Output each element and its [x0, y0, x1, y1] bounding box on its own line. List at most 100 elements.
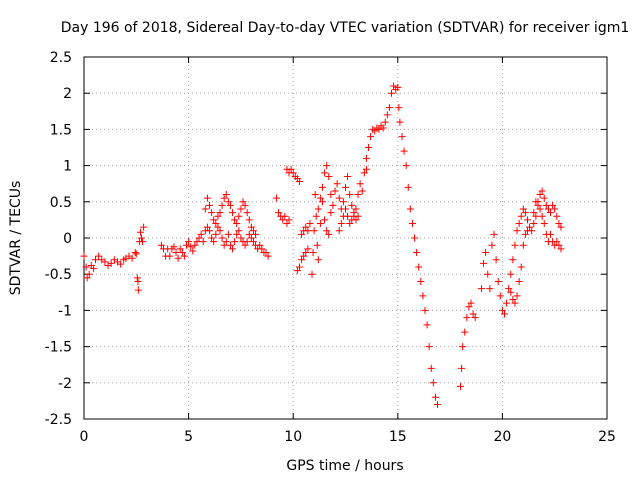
data-point [513, 227, 521, 235]
data-point [406, 205, 414, 213]
data-point [434, 401, 442, 409]
data-point [553, 238, 561, 246]
data-point [308, 270, 316, 278]
data-point [417, 277, 425, 285]
data-point [107, 259, 115, 267]
data-point [521, 209, 529, 217]
y-tick-label: 0 [63, 231, 72, 247]
x-tick-label: 20 [493, 429, 511, 445]
data-point [295, 178, 303, 186]
data-point [216, 209, 224, 217]
data-point [283, 220, 291, 228]
data-point [304, 227, 312, 235]
data-point [89, 264, 97, 272]
data-point [536, 191, 544, 199]
data-point [398, 133, 406, 141]
data-point [229, 209, 237, 217]
data-point [490, 230, 498, 238]
data-point [404, 183, 412, 191]
data-point [346, 191, 354, 199]
data-point [507, 270, 515, 278]
data-point [183, 241, 191, 249]
data-point [557, 223, 565, 231]
data-point [494, 277, 502, 285]
data-point [295, 263, 303, 271]
data-point [484, 270, 492, 278]
data-point [312, 212, 320, 220]
data-point [519, 205, 527, 213]
data-point [553, 212, 561, 220]
data-point [536, 205, 544, 213]
data-point [526, 223, 534, 231]
data-point [189, 247, 197, 255]
data-point [365, 144, 373, 151]
data-point [195, 234, 203, 242]
data-point [140, 223, 148, 231]
data-point [540, 194, 548, 202]
data-point [176, 245, 184, 253]
y-tick-label: -2 [58, 376, 72, 392]
data-point [538, 212, 546, 220]
data-point [262, 248, 270, 256]
data-point [212, 230, 220, 238]
data-point [425, 343, 433, 351]
data-point [138, 234, 146, 242]
data-point [117, 260, 125, 268]
data-point [241, 201, 249, 209]
data-point [511, 299, 519, 307]
data-point [199, 238, 207, 246]
data-point [316, 220, 324, 228]
data-point [421, 306, 429, 314]
data-point [492, 256, 500, 264]
data-point [327, 191, 335, 199]
data-point [235, 227, 243, 235]
data-point [241, 241, 249, 249]
data-point [469, 310, 477, 318]
y-tick-label: 0.5 [50, 195, 72, 211]
data-point [394, 83, 402, 91]
data-point [427, 364, 435, 372]
data-point [85, 270, 93, 278]
data-point [95, 252, 103, 260]
data-point [335, 227, 343, 235]
data-point [500, 310, 508, 318]
data-point [509, 296, 517, 304]
data-point [157, 241, 165, 249]
data-point [515, 277, 523, 285]
data-point [101, 258, 109, 266]
data-point [400, 147, 408, 155]
data-point [335, 194, 343, 202]
data-point [304, 245, 312, 253]
data-point [170, 243, 178, 251]
data-point [314, 256, 322, 264]
data-point [496, 292, 504, 300]
data-point [172, 248, 180, 256]
data-point [375, 125, 383, 133]
data-point [214, 212, 222, 220]
data-point [408, 220, 416, 228]
data-point [226, 241, 234, 249]
data-point [272, 194, 280, 202]
data-point [459, 343, 467, 351]
data-point [350, 209, 358, 217]
data-point [354, 212, 362, 220]
data-point [249, 238, 257, 246]
data-point [203, 223, 211, 231]
data-point [352, 216, 360, 224]
data-point [503, 299, 511, 307]
data-point [287, 165, 295, 173]
data-point [379, 124, 387, 132]
x-tick-label: 0 [80, 429, 89, 445]
data-point [477, 285, 485, 293]
data-point [517, 212, 525, 220]
data-point [206, 227, 214, 235]
data-point [555, 241, 563, 249]
data-point [187, 243, 195, 251]
data-point [465, 303, 473, 311]
data-point [513, 292, 521, 300]
gridlines [84, 57, 607, 419]
data-point [132, 250, 140, 258]
chart-title: Day 196 of 2018, Sidereal Day-to-day VTE… [61, 20, 630, 36]
data-point [178, 248, 186, 256]
